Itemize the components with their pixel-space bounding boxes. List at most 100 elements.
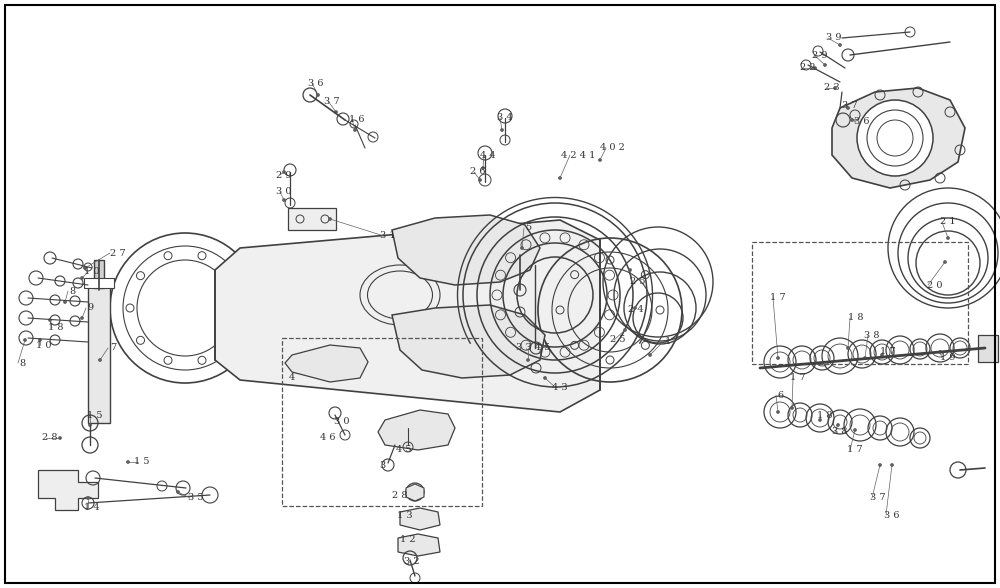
Text: 3 2: 3 2 [404,557,420,566]
Text: 6: 6 [777,390,783,399]
Text: 2 6: 2 6 [470,168,486,176]
Circle shape [334,111,338,113]
Circle shape [879,463,882,466]
Circle shape [818,419,822,422]
Circle shape [98,359,102,362]
Circle shape [526,359,530,362]
Circle shape [283,171,286,173]
Text: 1 3: 1 3 [397,510,413,520]
Circle shape [776,410,780,413]
Text: 1 6: 1 6 [349,115,365,123]
Text: 4 3: 4 3 [552,383,568,393]
Text: 2 8: 2 8 [392,490,408,499]
Circle shape [58,436,62,439]
Polygon shape [978,335,998,362]
Text: 2 3: 2 3 [824,83,840,92]
Text: 2 1: 2 1 [940,218,956,226]
Text: 1 8: 1 8 [817,410,833,419]
Circle shape [624,329,626,332]
Circle shape [634,306,637,309]
Circle shape [80,316,84,319]
Circle shape [598,159,602,162]
Circle shape [857,100,933,176]
Text: 1 7: 1 7 [880,348,896,356]
Circle shape [316,93,320,96]
Polygon shape [378,410,455,450]
Text: 4 0 2: 4 0 2 [600,143,624,152]
Circle shape [864,356,866,359]
Text: 1 5: 1 5 [134,457,150,466]
Text: 4 6: 4 6 [320,433,336,443]
Text: 9: 9 [87,303,93,312]
Circle shape [482,166,484,169]
Text: 3 7: 3 7 [870,493,886,503]
Text: 3 6: 3 6 [884,510,900,520]
Text: 4 2 4 1: 4 2 4 1 [561,151,595,159]
Text: 2 7: 2 7 [110,249,126,258]
Circle shape [520,246,524,249]
Polygon shape [285,345,368,382]
Text: 3 9: 3 9 [826,34,842,42]
Text: 2 9: 2 9 [276,171,292,179]
Text: 2 9: 2 9 [812,51,828,59]
Text: 4 4: 4 4 [480,151,496,159]
Circle shape [834,86,836,89]
Bar [88,285,110,423]
Text: 1 8: 1 8 [848,313,864,322]
Text: 1 9: 1 9 [940,353,956,362]
Circle shape [38,339,42,342]
Text: 3 1: 3 1 [380,232,396,240]
Polygon shape [38,470,98,510]
Circle shape [283,199,286,202]
Circle shape [558,176,562,179]
Text: 4 5: 4 5 [396,446,412,455]
Circle shape [87,496,90,499]
Circle shape [648,353,652,356]
Text: 3 8: 3 8 [832,427,848,436]
Circle shape [846,346,850,349]
Text: 8: 8 [19,359,25,368]
Circle shape [64,300,66,303]
Text: 3 6: 3 6 [308,79,324,88]
Text: 3 7: 3 7 [324,96,340,105]
Circle shape [88,423,92,426]
Circle shape [776,356,780,359]
Bar [288,208,336,230]
Text: 1 7: 1 7 [770,293,786,302]
Circle shape [838,44,842,46]
Circle shape [944,260,946,263]
Polygon shape [215,220,600,412]
Circle shape [881,353,884,356]
Text: 1 4: 1 4 [84,503,100,513]
Circle shape [48,319,52,322]
Text: 1: 1 [665,338,671,346]
Text: 2 4: 2 4 [628,306,644,315]
Text: 1 7: 1 7 [847,446,863,455]
Bar [84,278,114,288]
Bar [282,338,482,506]
Bar [752,242,968,364]
Text: 1 0: 1 0 [36,340,52,349]
Text: 3 5: 3 5 [188,493,204,503]
Circle shape [946,236,950,239]
Circle shape [846,106,850,109]
Polygon shape [392,215,540,285]
Circle shape [891,463,894,466]
Text: 3 0: 3 0 [334,417,350,426]
Circle shape [354,129,356,132]
Circle shape [790,406,794,409]
Text: 3 7: 3 7 [842,101,858,109]
Circle shape [84,266,87,269]
Circle shape [479,179,482,182]
Circle shape [328,218,332,220]
Text: 3 0: 3 0 [276,188,292,196]
Text: 5: 5 [525,223,531,232]
Text: 7: 7 [110,343,116,352]
Circle shape [854,429,856,432]
Circle shape [80,276,84,279]
Circle shape [24,339,26,342]
Text: 2 8: 2 8 [42,433,58,443]
Text: 3 3 4 5: 3 3 4 5 [516,343,550,352]
Text: 8: 8 [69,286,75,296]
Text: 3 6: 3 6 [854,118,870,126]
